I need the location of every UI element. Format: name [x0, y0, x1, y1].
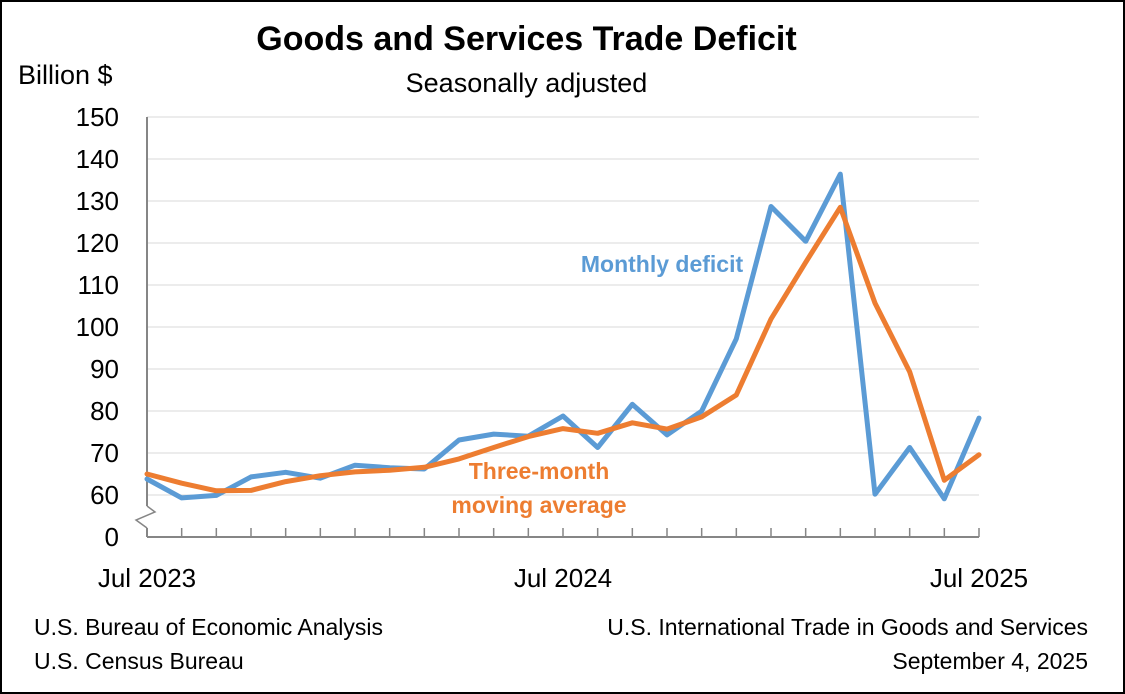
- moving-average-point: [908, 370, 912, 374]
- monthly-deficit-point: [838, 172, 842, 176]
- labels: Monthly deficit Three-month moving average: [451, 251, 743, 518]
- y-axis-label: Billion $: [18, 60, 113, 90]
- monthly-deficit-point: [769, 204, 773, 208]
- monthly-deficit-point: [734, 337, 738, 341]
- axis-break-mark: [134, 505, 157, 529]
- moving-average-point: [492, 446, 496, 450]
- x-tick-label: Jul 2025: [930, 563, 1028, 593]
- moving-average-point: [942, 478, 946, 482]
- moving-average-point: [977, 453, 981, 457]
- monthly-deficit-point: [977, 416, 981, 420]
- moving-average-point: [838, 205, 842, 209]
- report-name: U.S. International Trade in Goods and Se…: [607, 614, 1088, 640]
- chart-title: Goods and Services Trade Deficit: [256, 20, 797, 58]
- source-bea: U.S. Bureau of Economic Analysis: [34, 614, 383, 640]
- y-tick-label: 90: [90, 354, 119, 384]
- moving-average-point: [284, 480, 288, 484]
- monthly-deficit-line: [144, 171, 982, 502]
- y-tick-label: 130: [76, 186, 119, 216]
- moving-average-point: [561, 427, 565, 431]
- monthly-deficit-point: [249, 475, 253, 479]
- gridlines: [147, 116, 979, 496]
- release-date: September 4, 2025: [892, 648, 1088, 674]
- y-tick-label: 110: [78, 270, 119, 300]
- y-tick-label: 80: [90, 396, 119, 426]
- monthly-deficit-point: [908, 446, 912, 450]
- monthly-deficit-point: [145, 477, 149, 481]
- y-tick-label: 60: [90, 480, 119, 510]
- monthly-deficit-point: [180, 496, 184, 500]
- monthly-deficit-point: [284, 470, 288, 474]
- axis-break-mask: [130, 506, 152, 528]
- source-census: U.S. Census Bureau: [34, 648, 244, 674]
- y-tick-label: 150: [76, 102, 119, 132]
- monthly-deficit-point: [492, 432, 496, 436]
- moving-average-point: [318, 474, 322, 478]
- moving-average-point: [214, 489, 218, 493]
- monthly-deficit-point: [873, 492, 877, 496]
- monthly-deficit-point: [353, 463, 357, 467]
- moving-average-point: [249, 488, 253, 492]
- monthly-deficit-point: [942, 497, 946, 501]
- moving-average-point: [769, 317, 773, 321]
- moving-average-point: [526, 435, 530, 439]
- moving-average-label: moving average: [451, 492, 626, 518]
- moving-average-point: [700, 415, 704, 419]
- y-tick-label: 70: [90, 438, 119, 468]
- monthly-deficit-label: Monthly deficit: [581, 251, 744, 277]
- moving-average-point: [734, 393, 738, 397]
- y-tick-label: 0: [105, 522, 119, 552]
- moving-average-point: [630, 421, 634, 425]
- monthly-deficit-point: [804, 239, 808, 243]
- moving-average-point: [180, 481, 184, 485]
- series-lines: [144, 171, 982, 502]
- monthly-deficit-point: [630, 402, 634, 406]
- moving-average-point: [353, 470, 357, 474]
- chart-subtitle: Seasonally adjusted: [405, 68, 648, 98]
- monthly-deficit-point: [214, 493, 218, 497]
- y-tick-label: 140: [76, 144, 119, 174]
- moving-average-point: [804, 260, 808, 264]
- monthly-deficit-point: [457, 438, 461, 442]
- monthly-deficit-point: [665, 433, 669, 437]
- moving-average-point: [665, 427, 669, 431]
- x-tick-label: Jul 2023: [98, 563, 196, 593]
- moving-average-point: [388, 468, 392, 472]
- moving-average-point: [145, 472, 149, 476]
- moving-average-line: [144, 204, 982, 494]
- y-tick-label: 120: [76, 228, 119, 258]
- moving-average-point: [457, 457, 461, 461]
- x-tick-label: Jul 2024: [514, 563, 612, 593]
- moving-average-point: [596, 431, 600, 435]
- moving-average-point: [422, 465, 426, 469]
- moving-average-label: Three-month: [469, 458, 610, 484]
- monthly-deficit-point: [700, 409, 704, 413]
- y-tick-label: 100: [76, 312, 119, 342]
- moving-average-point: [873, 301, 877, 305]
- monthly-deficit-point: [596, 446, 600, 450]
- monthly-deficit-point: [561, 414, 565, 418]
- axes: 0 60 70 80 90 100 110 120 130 140 150 Jul 2023 Jul 2…: [76, 102, 1029, 593]
